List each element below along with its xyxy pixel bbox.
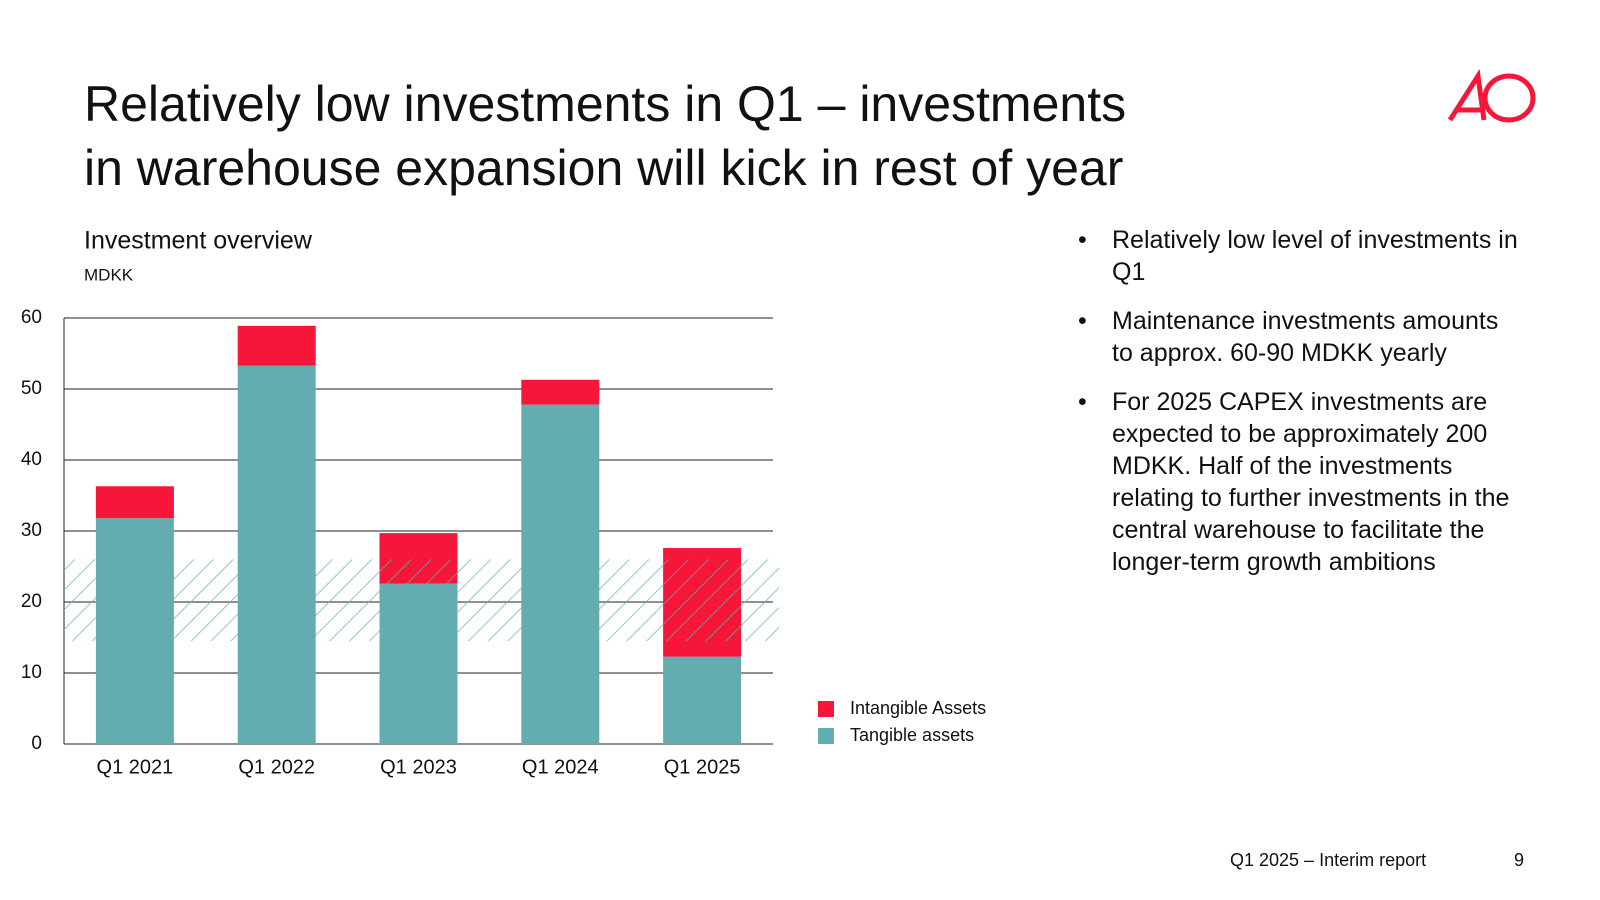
slide-title: Relatively low investments in Q1 – inves… [84,72,1126,200]
page-number: 9 [1514,850,1524,870]
bullet: Maintenance investments amounts to appro… [1078,305,1518,369]
y-tick-label: 10 [21,662,42,683]
shaded-range [64,559,779,642]
bar-segment [237,325,316,366]
y-tick-label: 30 [21,520,42,541]
bar-segment [95,486,174,519]
footer-report: Q1 2025 – Interim report [1230,850,1426,870]
y-tick-label: 60 [21,307,42,328]
logo [1447,68,1536,123]
chart-subtitle: MDKK [84,265,134,284]
title-line: Relatively low investments in Q1 – inves… [84,76,1127,132]
legend-label: Intangible Assets [850,698,986,718]
y-tick-label: 50 [21,378,42,399]
x-tick-label: Q1 2024 [522,756,599,778]
x-tick-label: Q1 2023 [380,756,457,778]
bullet: Relatively low level of investments in Q… [1078,224,1518,288]
x-tick-label: Q1 2022 [238,756,315,778]
bar-segment [521,379,600,405]
y-tick-label: 40 [21,449,42,470]
title-line: in warehouse expansion will kick in rest… [84,140,1124,196]
x-tick-label: Q1 2025 [664,756,741,778]
x-tick-label: Q1 2021 [97,756,174,778]
y-tick-label: 0 [31,733,42,754]
bullet: For 2025 CAPEX investments are expected … [1078,386,1518,578]
legend-label: Tangible assets [850,725,974,745]
bar-segment [663,656,742,744]
bullet-list: Relatively low level of investments in Q… [1078,224,1518,595]
bar-segment [237,365,316,744]
legend-swatch [818,728,834,744]
legend-swatch [818,701,834,717]
chart-title: Investment overview [84,227,313,255]
y-tick-label: 20 [21,591,42,612]
